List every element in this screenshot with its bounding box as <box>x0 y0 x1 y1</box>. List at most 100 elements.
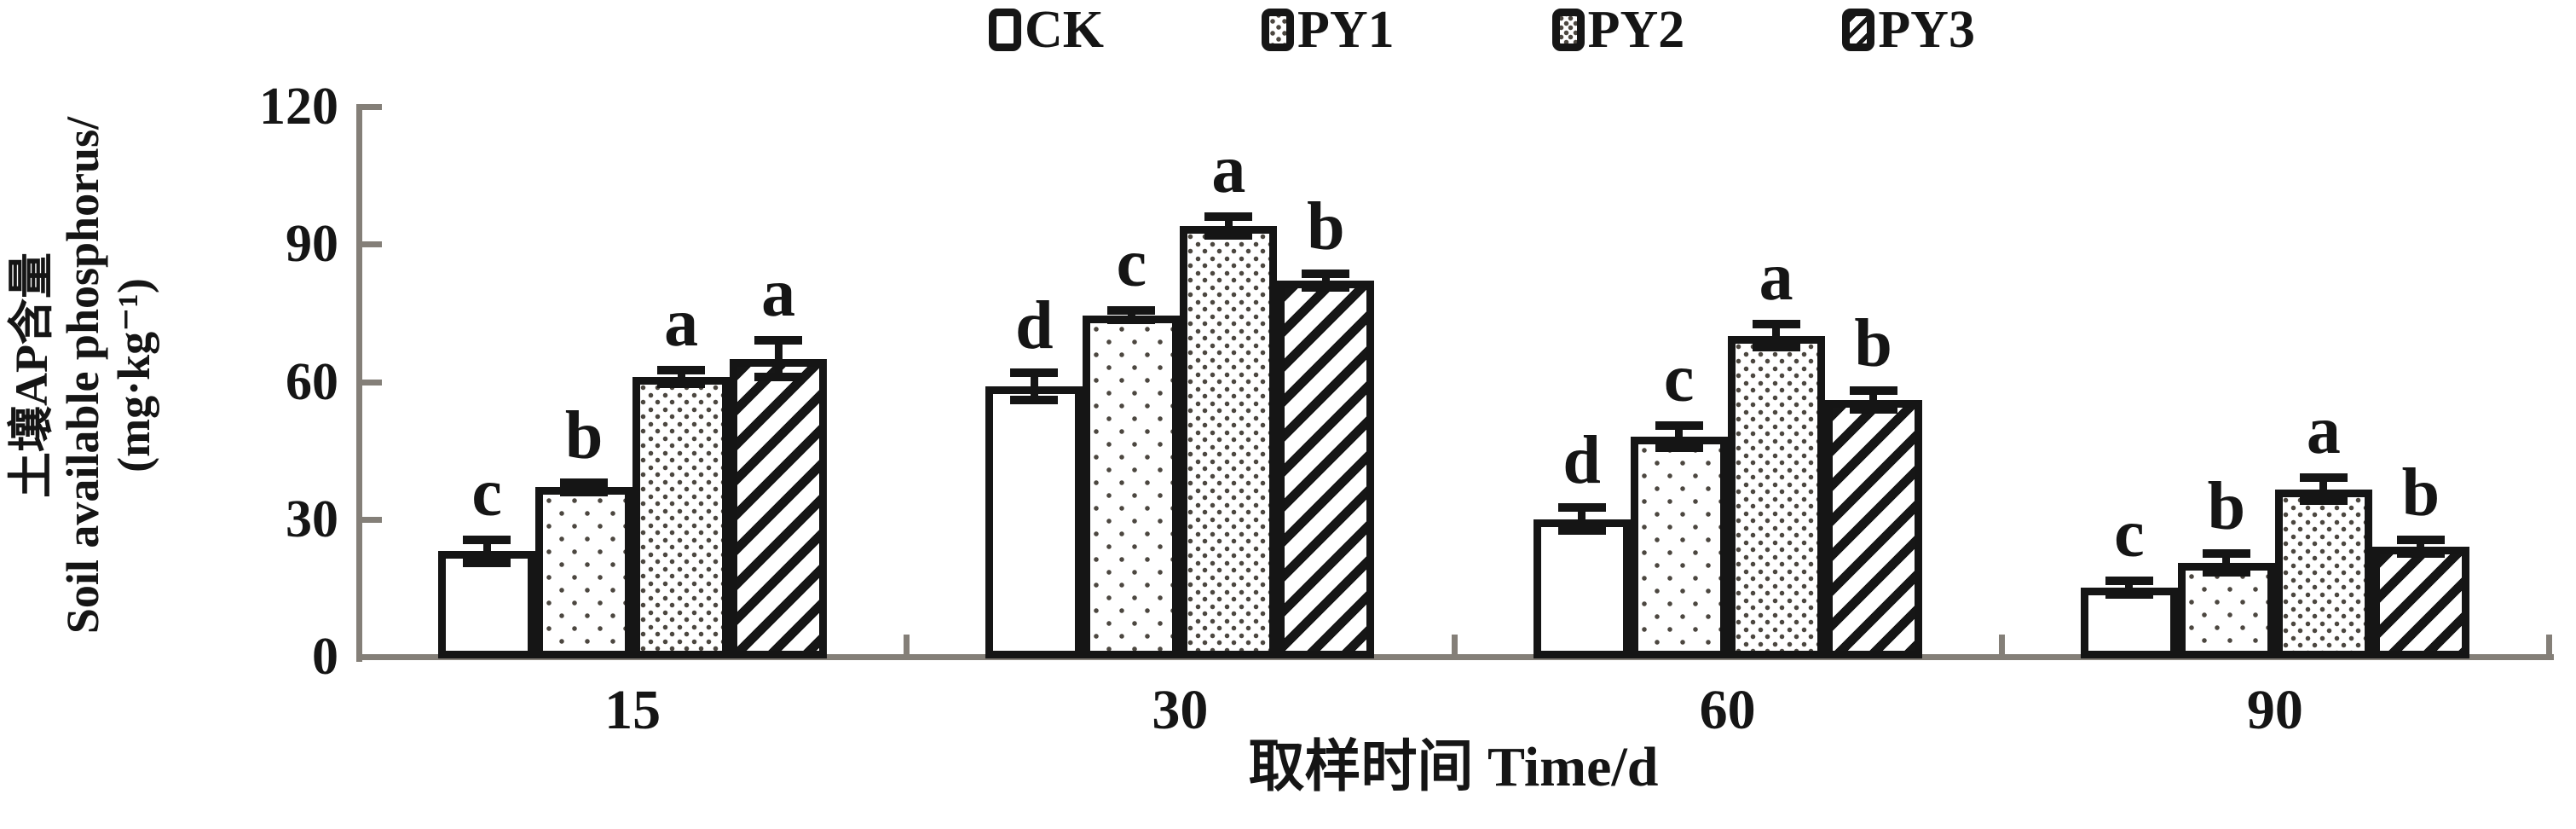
error-bar-stem-CK-60 <box>1578 507 1586 531</box>
error-bar-stem-PY2-30 <box>1224 217 1233 235</box>
bar-PY1-15 <box>535 487 633 658</box>
bar-PY1-60 <box>1630 437 1728 658</box>
x-axis-line <box>356 654 2554 660</box>
sig-letter-PY1-15: b <box>564 397 604 473</box>
error-bar-stem-PY2-90 <box>2319 478 2328 501</box>
y-tick-label-0: 0 <box>312 628 338 686</box>
sig-letter-PY2-90: a <box>2306 393 2341 469</box>
x-category-label-30: 30 <box>1152 679 1209 741</box>
error-bar-stem-PY1-15 <box>580 482 588 492</box>
sig-letter-PY1-90: b <box>2207 469 2246 545</box>
bar-PY2-60 <box>1727 335 1825 658</box>
error-bar-cap-top-PY2-90 <box>2299 473 2348 483</box>
error-bar-cap-top-PY2-30 <box>1204 212 1253 221</box>
x-tick-2 <box>1451 635 1458 657</box>
error-bar-cap-top-PY1-60 <box>1655 420 1703 430</box>
bar-PY3-90 <box>2371 547 2469 658</box>
error-bar-cap-top-CK-60 <box>1557 503 1606 513</box>
sig-letter-CK-90: c <box>2114 496 2145 572</box>
legend-item-PY3: PY3 <box>1842 3 1975 56</box>
legend-swatch-PY3-icon <box>1842 9 1875 51</box>
y-tick-120 <box>361 104 382 110</box>
bar-CK-15 <box>438 551 536 658</box>
error-bar-stem-PY1-90 <box>2222 554 2231 572</box>
x-category-label-15: 15 <box>604 679 661 741</box>
y-tick-60 <box>361 379 382 386</box>
bar-PY3-30 <box>1277 281 1375 658</box>
error-bar-cap-top-PY3-60 <box>1849 386 1897 396</box>
legend-item-PY1: PY1 <box>1262 3 1395 56</box>
error-bar-cap-bottom-PY2-60 <box>1752 343 1800 352</box>
error-bar-cap-bottom-PY3-60 <box>1849 404 1897 414</box>
legend-item-CK: CK <box>989 3 1104 56</box>
error-bar-cap-bottom-PY3-30 <box>1302 283 1350 293</box>
bar-PY2-30 <box>1180 225 1278 658</box>
sig-letter-PY3-90: b <box>2401 455 2440 530</box>
bar-PY3-60 <box>1824 400 1922 658</box>
error-bar-cap-bottom-PY3-15 <box>754 373 803 382</box>
sig-letter-CK-30: d <box>1015 287 1054 363</box>
error-bar-stem-PY3-15 <box>774 340 783 378</box>
error-bar-cap-bottom-CK-15 <box>463 558 511 567</box>
sig-letter-CK-60: d <box>1562 423 1601 499</box>
error-bar-stem-PY3-90 <box>2417 539 2425 554</box>
error-bar-cap-bottom-PY2-90 <box>2299 496 2348 506</box>
sig-letter-PY1-30: c <box>1116 226 1147 302</box>
y-axis-line <box>356 104 362 662</box>
bar-PY2-90 <box>2274 489 2372 658</box>
error-bar-cap-top-CK-90 <box>2105 577 2153 586</box>
error-bar-stem-CK-15 <box>482 539 491 563</box>
bar-PY1-90 <box>2177 562 2275 658</box>
x-tick-4 <box>2546 635 2552 657</box>
sig-letter-PY1-60: c <box>1663 340 1695 416</box>
bar-PY2-15 <box>632 377 731 658</box>
sig-letter-PY3-30: b <box>1307 189 1345 265</box>
error-bar-cap-top-PY3-15 <box>754 336 803 345</box>
error-bar-stem-PY1-30 <box>1127 310 1135 320</box>
y-tick-label-30: 30 <box>286 490 338 548</box>
legend: CK PY1 PY2 PY3 <box>989 3 1975 56</box>
error-bar-cap-top-PY3-30 <box>1302 270 1350 279</box>
error-bar-cap-top-PY2-15 <box>657 366 706 375</box>
error-bar-cap-bottom-PY1-30 <box>1107 315 1156 324</box>
bar-CK-30 <box>985 386 1083 658</box>
error-bar-cap-top-PY1-30 <box>1107 306 1156 316</box>
sig-letter-PY2-15: a <box>664 286 699 362</box>
error-bar-cap-bottom-CK-90 <box>2105 590 2153 600</box>
sig-letter-PY3-15: a <box>761 256 796 332</box>
y-tick-label-90: 90 <box>286 215 338 274</box>
sig-letter-PY3-60: b <box>1854 306 1892 382</box>
error-bar-stem-PY3-60 <box>1869 391 1878 409</box>
y-tick-label-120: 120 <box>259 78 338 136</box>
error-bar-stem-PY2-15 <box>677 370 685 385</box>
error-bar-cap-top-CK-30 <box>1010 368 1059 377</box>
bar-PY1-30 <box>1083 315 1181 658</box>
error-bar-cap-bottom-PY1-60 <box>1655 443 1703 453</box>
x-category-label-90: 90 <box>2246 679 2303 741</box>
legend-swatch-PY1-icon <box>1262 9 1294 51</box>
error-bar-cap-top-CK-15 <box>463 535 511 544</box>
error-bar-cap-bottom-CK-30 <box>1010 396 1059 404</box>
y-tick-label-60: 60 <box>286 352 338 411</box>
legend-label-CK: CK <box>1025 1 1104 59</box>
error-bar-stem-PY2-60 <box>1772 324 1781 348</box>
error-bar-stem-PY1-60 <box>1675 425 1684 449</box>
bar-PY3-15 <box>730 358 828 658</box>
error-bar-cap-top-PY1-15 <box>560 478 609 487</box>
error-bar-stem-PY3-30 <box>1321 274 1330 288</box>
legend-swatch-CK-icon <box>989 9 1021 51</box>
error-bar-cap-bottom-CK-60 <box>1557 526 1606 536</box>
legend-swatch-PY2-icon <box>1551 9 1585 51</box>
sig-letter-PY2-60: a <box>1759 240 1793 316</box>
legend-label-PY2: PY2 <box>1587 1 1685 59</box>
y-tick-30 <box>361 516 382 523</box>
error-bar-cap-bottom-PY1-90 <box>2202 567 2250 577</box>
sig-letter-PY2-30: a <box>1211 132 1246 207</box>
legend-item-PY2: PY2 <box>1551 1 1685 59</box>
legend-label-PY3: PY3 <box>1878 1 1975 59</box>
bar-CK-60 <box>1533 519 1631 658</box>
sig-letter-CK-15: c <box>471 455 502 530</box>
error-bar-cap-bottom-PY3-90 <box>2396 549 2445 559</box>
error-bar-stem-CK-90 <box>2125 581 2134 595</box>
